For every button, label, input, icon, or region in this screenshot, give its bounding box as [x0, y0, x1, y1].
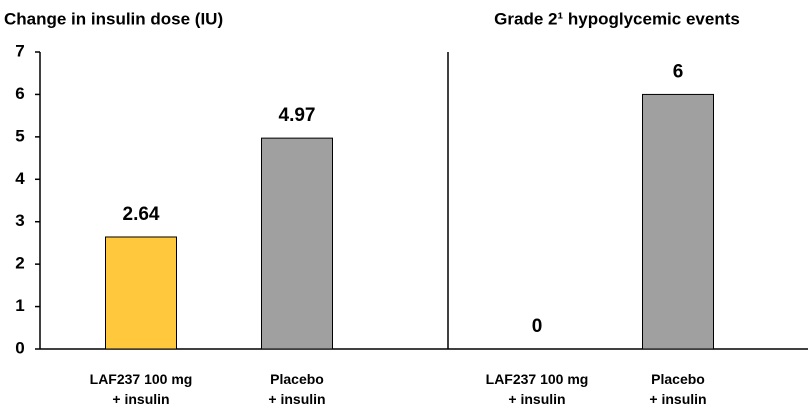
value-label: 0	[532, 316, 543, 337]
x-tick-label: LAF237 100 mg + insulin	[90, 371, 193, 407]
x-tick-label: Placebo + insulin	[649, 371, 706, 407]
y-tick-label: 6	[15, 84, 24, 103]
value-label: 6	[673, 61, 684, 82]
bar	[105, 236, 177, 350]
value-label: 2.64	[123, 204, 160, 225]
y-tick-label: 3	[15, 211, 24, 230]
bar	[261, 137, 333, 350]
y-tick-label: 1	[15, 296, 24, 315]
value-label: 4.97	[279, 105, 316, 126]
x-tick-label: Placebo + insulin	[268, 371, 325, 407]
y-tick-label: 0	[15, 338, 24, 357]
y-tick-label: 4	[15, 169, 25, 188]
y-tick-label: 5	[15, 126, 24, 145]
y-tick-label: 7	[15, 41, 24, 60]
chart-title: Change in insulin dose (IU)	[4, 9, 223, 28]
chart-title: Grade 2¹ hypoglycemic events	[494, 9, 740, 28]
y-tick-label: 2	[15, 254, 24, 273]
x-tick-label: LAF237 100 mg + insulin	[486, 371, 589, 407]
bar	[642, 93, 714, 350]
